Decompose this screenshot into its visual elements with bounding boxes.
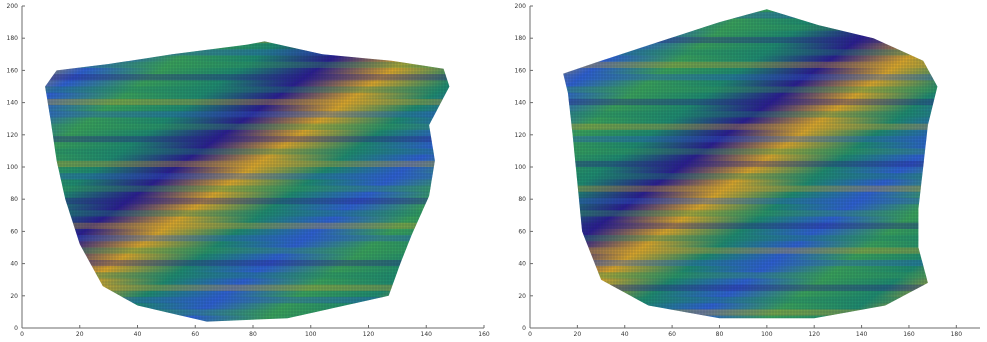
x-tick-label: 160	[903, 331, 915, 338]
surface-band	[563, 272, 938, 279]
surface-band	[563, 61, 938, 68]
x-tick-label: 100	[305, 331, 317, 338]
surface-band	[45, 222, 450, 229]
surface-band	[563, 49, 938, 56]
y-tick-label: 120	[515, 132, 527, 139]
x-tick-label: 100	[761, 331, 773, 338]
surface-band	[45, 210, 450, 217]
right-face-surface-plot: 0 20 40 60 80 100 120 140 160 180 200 0 20 40 60 80 100 1…	[500, 0, 987, 338]
y-tick-label: 80	[10, 196, 18, 203]
surface-band	[563, 297, 938, 304]
y-tick-label: 80	[518, 196, 526, 203]
surface-band	[45, 74, 450, 81]
surface-band	[45, 309, 450, 316]
y-tick-label: 20	[518, 293, 526, 300]
y-tick-label: 140	[7, 100, 19, 107]
surface-band	[563, 197, 938, 205]
x-tick-label: 20	[76, 331, 84, 338]
surface-band	[563, 148, 938, 155]
x-tick-label: 60	[191, 331, 199, 338]
surface-band	[45, 41, 450, 44]
surface-band	[45, 123, 450, 130]
surface-band	[45, 272, 450, 279]
surface-band	[45, 247, 450, 254]
y-tick-label: 160	[7, 67, 19, 74]
surface-band	[563, 123, 938, 130]
y-tick-label: 180	[515, 35, 527, 42]
surface-band	[45, 136, 450, 143]
surface-band	[45, 98, 450, 106]
face-surface	[22, 12, 484, 322]
x-tick-label: 120	[363, 331, 375, 338]
y-tick-label: 160	[515, 67, 527, 74]
y-tick-label: 100	[7, 164, 19, 171]
surface-band	[563, 98, 938, 106]
surface-band	[45, 284, 450, 291]
surface-band	[45, 160, 450, 167]
x-tick-label: 160	[478, 331, 490, 338]
y-tick-label: 0	[14, 325, 18, 332]
surface-band	[563, 36, 938, 44]
surface-band	[563, 259, 938, 267]
surface-band	[563, 74, 938, 81]
x-tick-label: 180	[951, 331, 963, 338]
y-tick-label: 180	[7, 35, 19, 42]
surface-band	[22, 25, 484, 31]
surface-band	[45, 297, 450, 304]
x-tick-label: 60	[668, 331, 676, 338]
x-tick-label: 80	[249, 331, 257, 338]
y-tick-label: 100	[515, 164, 527, 171]
x-tick-label: 140	[421, 331, 433, 338]
surface-band	[563, 309, 938, 316]
x-tick-label: 20	[574, 331, 582, 338]
surface-band	[45, 259, 450, 267]
surface-band	[563, 86, 938, 93]
x-tick-label: 80	[716, 331, 724, 338]
x-tick-label: 0	[528, 331, 532, 338]
y-tick-label: 200	[515, 3, 527, 10]
surface-band	[45, 148, 450, 155]
right-plot-svg: 0 20 40 60 80 100 120 140 160 180 200 0 20 40 60 80 100 1…	[515, 3, 980, 338]
y-tick-label: 0	[522, 325, 526, 332]
y-tick-label: 60	[518, 228, 526, 235]
x-tick-label: 0	[20, 331, 24, 338]
surface-band	[45, 86, 450, 93]
face-surface	[530, 9, 980, 328]
x-tick-label: 40	[134, 331, 142, 338]
surface-band	[563, 210, 938, 217]
surface-band	[563, 160, 938, 167]
surface-band	[45, 49, 450, 56]
y-tick-label: 20	[10, 293, 18, 300]
y-tick-label: 60	[10, 228, 18, 235]
x-tick-label: 120	[808, 331, 820, 338]
surface-band	[45, 61, 450, 68]
surface-band	[563, 12, 938, 19]
surface-band	[563, 24, 938, 31]
y-tick-label: 120	[7, 132, 19, 139]
surface-band	[563, 222, 938, 229]
surface-band	[45, 185, 450, 192]
surface-band	[563, 185, 938, 192]
left-plot-svg: 0 20 40 60 80 100 120 140 160 180 200 0 20 40 60 80 100 1…	[7, 3, 490, 338]
surface-band	[563, 136, 938, 143]
y-tick-label: 200	[7, 3, 19, 10]
y-tick-label: 40	[10, 261, 18, 268]
surface-band	[45, 197, 450, 205]
y-tick-label: 140	[515, 100, 527, 107]
surface-band	[45, 111, 450, 118]
x-tick-label: 140	[856, 331, 868, 338]
x-tick-label: 40	[621, 331, 629, 338]
surface-band	[563, 235, 938, 242]
surface-band	[45, 173, 450, 180]
surface-band	[563, 247, 938, 254]
y-tick-label: 40	[518, 261, 526, 268]
surface-band	[22, 12, 484, 18]
left-face-surface-plot: 0 20 40 60 80 100 120 140 160 180 200 0 20 40 60 80 100 1…	[0, 0, 490, 338]
surface-band	[563, 173, 938, 180]
surface-band	[563, 284, 938, 291]
surface-band	[563, 111, 938, 118]
surface-band	[45, 235, 450, 242]
surface-band	[530, 322, 980, 328]
